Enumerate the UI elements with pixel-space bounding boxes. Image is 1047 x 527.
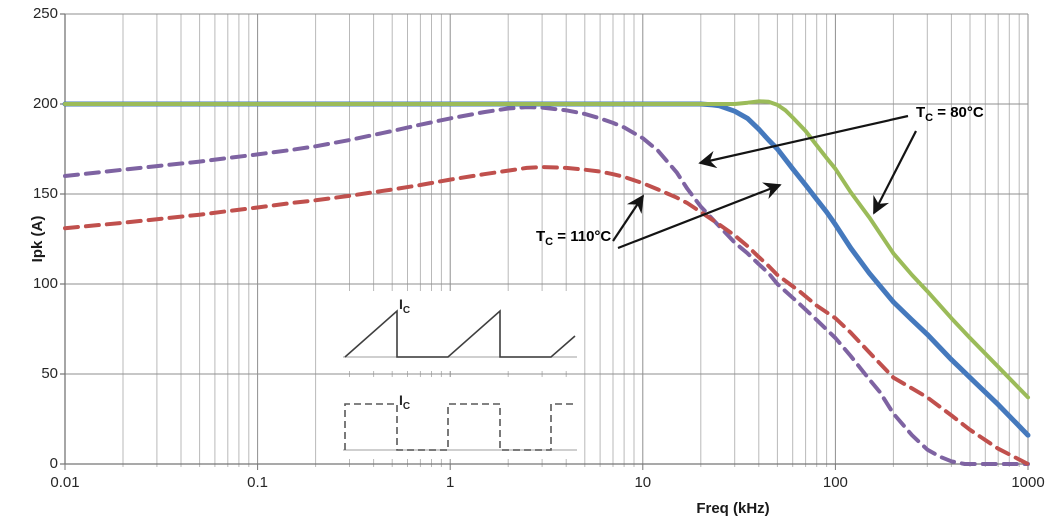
series-purple — [63, 105, 1030, 466]
series-red — [63, 165, 1030, 466]
x-tick-label-1: 1 — [446, 474, 455, 491]
callout-arrow-0-1 — [873, 130, 917, 215]
annotation-tc80-sub: C — [925, 112, 934, 124]
x-tick-label-100: 100 — [822, 474, 848, 491]
y-tick-label-150: 150 — [32, 185, 58, 202]
annotation-tc80-rest: = 80°C — [933, 104, 984, 121]
annotation-tc110-t: T — [536, 228, 546, 245]
y-tick-label-0: 0 — [49, 455, 58, 472]
x-axis-title: Freq (kHz) — [696, 500, 770, 517]
annotation-tc110-rest: = 110°C — [553, 228, 612, 245]
y-tick-label-100: 100 — [32, 275, 58, 292]
y-tick-label-250: 250 — [32, 5, 58, 22]
y-tick-label-50: 50 — [41, 365, 58, 382]
y-axis-title: Ipk (A) — [29, 215, 46, 263]
x-tick-label-0.01: 0.01 — [50, 474, 80, 491]
inset-triangular-current-label: IC — [399, 296, 411, 316]
inset-square-current-label: IC — [399, 392, 411, 412]
inset-square-waveform — [344, 403, 577, 451]
x-tick-label-0.1: 0.1 — [247, 474, 269, 491]
series-green — [63, 99, 1030, 400]
inset-triangular-waveform — [344, 309, 576, 358]
annotation-tc80-t: T — [916, 104, 926, 121]
callout-arrow-0-0 — [698, 114, 909, 169]
inset-square-background — [337, 377, 580, 459]
x-tick-label-10: 10 — [634, 474, 652, 491]
annotation-tc80: TC = 80°C — [916, 103, 984, 128]
y-tick-label-200: 200 — [32, 95, 58, 112]
annotation-tc110-sub: C — [545, 236, 554, 248]
callout-arrow-1-0 — [612, 194, 644, 242]
x-tick-label-1000: 1000 — [1011, 474, 1045, 491]
annotation-tc110: TC = 110°C — [536, 227, 611, 252]
callout-arrow-1-1 — [617, 182, 782, 250]
